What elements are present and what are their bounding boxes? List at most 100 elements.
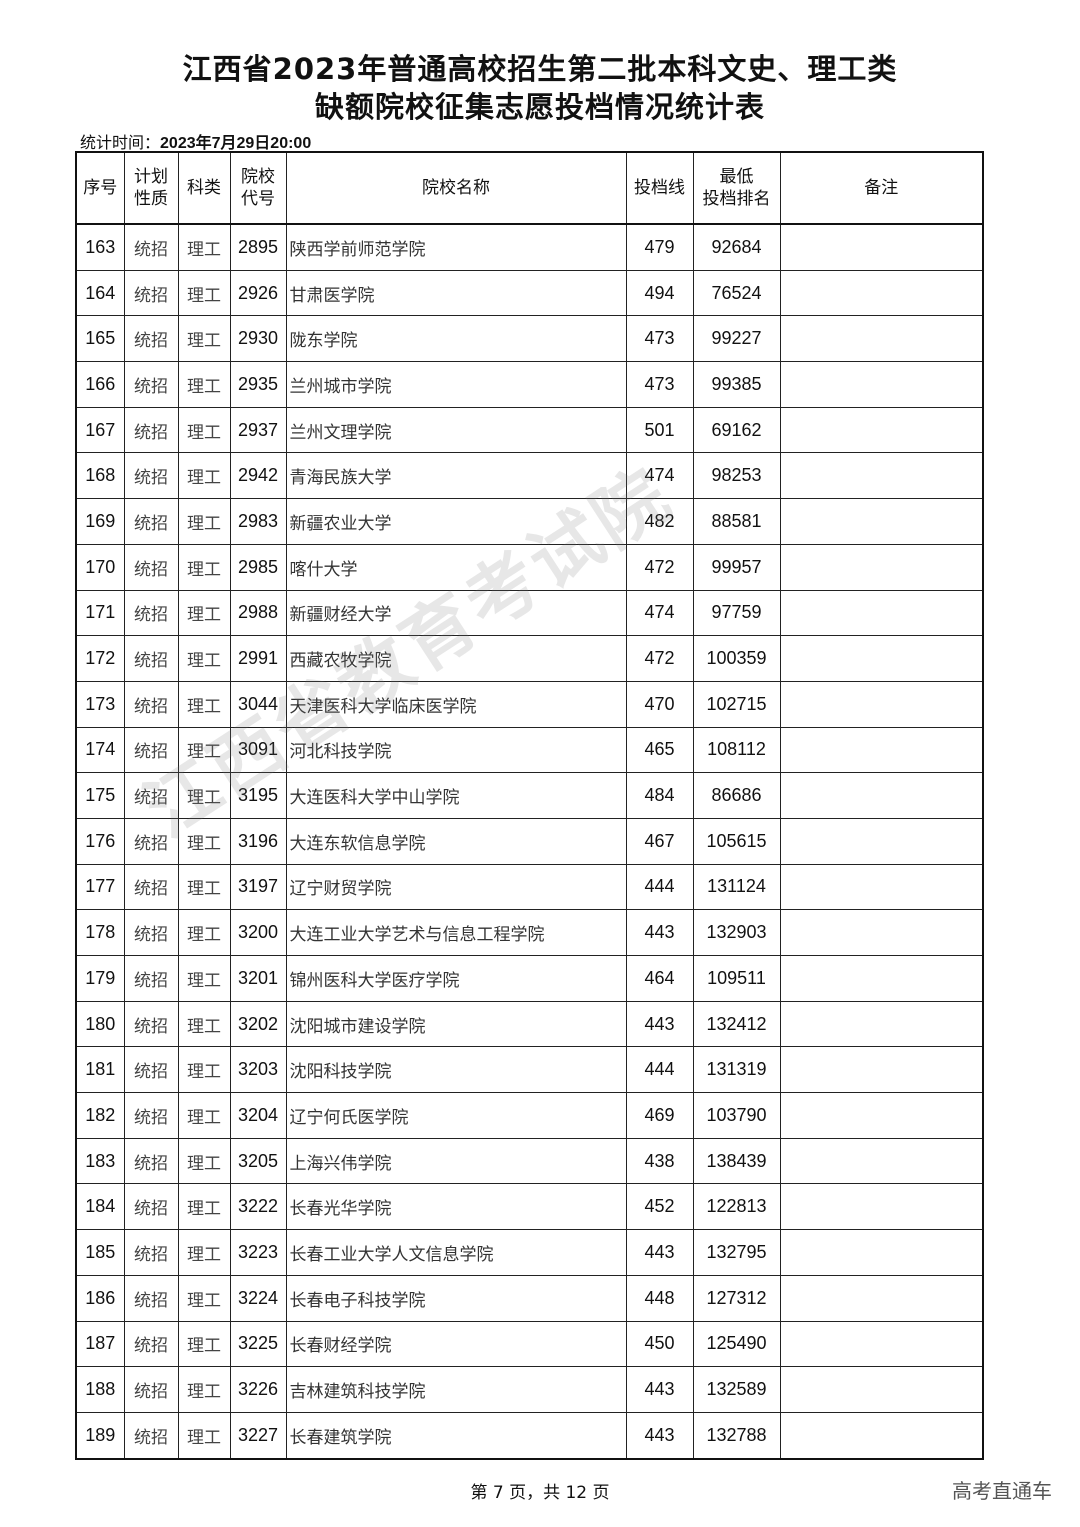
cell-name: 大连东软信息学院 <box>285 817 627 865</box>
cell-category: 理工 <box>177 498 231 545</box>
cell-plan-type: 统招 <box>123 1137 179 1185</box>
cell-category: 理工 <box>177 726 231 774</box>
cell-code: 3197 <box>229 863 287 911</box>
cell-seq: 185 <box>75 1229 125 1276</box>
cell-seq: 172 <box>75 635 125 682</box>
cell-plan-type: 统招 <box>123 452 179 500</box>
cell-name: 大连工业大学艺术与信息工程学院 <box>285 909 627 956</box>
cell-name: 长春电子科技学院 <box>285 1274 627 1322</box>
cell-score: 444 <box>625 863 694 911</box>
cell-remark <box>779 635 984 682</box>
cell-score: 473 <box>625 315 694 363</box>
cell-rank: 92684 <box>692 223 781 271</box>
cell-code: 3227 <box>229 1411 287 1460</box>
table-header: 序号 计划 性质 科类 院校 代号 院校名称 投档线 最低 投档排名 备注 <box>75 151 984 225</box>
cell-name: 大连医科大学中山学院 <box>285 772 627 819</box>
cell-remark <box>779 589 984 637</box>
table-row: 184 统招 理工 3222 长春光华学院 452 122813 <box>75 1183 984 1231</box>
cell-score: 443 <box>625 1229 694 1276</box>
cell-category: 理工 <box>177 863 231 911</box>
cell-plan-type: 统招 <box>123 955 179 1002</box>
cell-rank: 131319 <box>692 1046 781 1094</box>
cell-remark <box>779 1046 984 1094</box>
cell-seq: 173 <box>75 680 125 728</box>
cell-seq: 179 <box>75 955 125 1002</box>
table-row: 188 统招 理工 3226 吉林建筑科技学院 443 132589 <box>75 1366 984 1413</box>
cell-category: 理工 <box>177 1137 231 1185</box>
cell-remark <box>779 406 984 454</box>
cell-remark <box>779 361 984 408</box>
cell-rank: 97759 <box>692 589 781 637</box>
cell-name: 沈阳城市建设学院 <box>285 1000 627 1048</box>
cell-remark <box>779 817 984 865</box>
cell-name: 辽宁何氏医学院 <box>285 1092 627 1139</box>
cell-remark <box>779 1000 984 1048</box>
cell-score: 474 <box>625 589 694 637</box>
cell-rank: 122813 <box>692 1183 781 1231</box>
cell-score: 482 <box>625 498 694 545</box>
cell-category: 理工 <box>177 223 231 271</box>
cell-remark <box>779 772 984 819</box>
table-row: 171 统招 理工 2988 新疆财经大学 474 97759 <box>75 589 984 637</box>
cell-seq: 164 <box>75 269 125 317</box>
cell-plan-type: 统招 <box>123 1046 179 1094</box>
cell-plan-type: 统招 <box>123 361 179 408</box>
cell-plan-type: 统招 <box>123 817 179 865</box>
cell-code: 3201 <box>229 955 287 1002</box>
cell-plan-type: 统招 <box>123 223 179 271</box>
cell-score: 473 <box>625 361 694 408</box>
header-col-code: 院校 代号 <box>229 151 287 225</box>
cell-rank: 105615 <box>692 817 781 865</box>
table-row: 187 统招 理工 3225 长春财经学院 450 125490 <box>75 1320 984 1368</box>
cell-score: 443 <box>625 1411 694 1460</box>
cell-remark <box>779 223 984 271</box>
cell-rank: 138439 <box>692 1137 781 1185</box>
cell-category: 理工 <box>177 1366 231 1413</box>
cell-plan-type: 统招 <box>123 1320 179 1368</box>
table-row: 185 统招 理工 3223 长春工业大学人文信息学院 443 132795 <box>75 1229 984 1276</box>
cell-rank: 132589 <box>692 1366 781 1413</box>
cell-name: 长春光华学院 <box>285 1183 627 1231</box>
cell-code: 3091 <box>229 726 287 774</box>
cell-name: 陕西学前师范学院 <box>285 223 627 271</box>
cell-plan-type: 统招 <box>123 498 179 545</box>
table-row: 177 统招 理工 3197 辽宁财贸学院 444 131124 <box>75 863 984 911</box>
cell-category: 理工 <box>177 315 231 363</box>
table-row: 169 统招 理工 2983 新疆农业大学 482 88581 <box>75 498 984 545</box>
cell-remark <box>779 1092 984 1139</box>
cell-remark <box>779 543 984 591</box>
table-row: 181 统招 理工 3203 沈阳科技学院 444 131319 <box>75 1046 984 1094</box>
cell-seq: 167 <box>75 406 125 454</box>
cell-code: 2985 <box>229 543 287 591</box>
cell-code: 3200 <box>229 909 287 956</box>
cell-code: 3204 <box>229 1092 287 1139</box>
cell-score: 469 <box>625 1092 694 1139</box>
cell-code: 3196 <box>229 817 287 865</box>
cell-remark <box>779 1320 984 1368</box>
cell-category: 理工 <box>177 1320 231 1368</box>
table-row: 167 统招 理工 2937 兰州文理学院 501 69162 <box>75 406 984 454</box>
cell-category: 理工 <box>177 361 231 408</box>
cell-remark <box>779 498 984 545</box>
cell-rank: 88581 <box>692 498 781 545</box>
header-col-remark: 备注 <box>779 151 984 225</box>
cell-name: 辽宁财贸学院 <box>285 863 627 911</box>
header-col-category: 科类 <box>177 151 231 225</box>
cell-plan-type: 统招 <box>123 635 179 682</box>
header-col-score: 投档线 <box>625 151 694 225</box>
cell-category: 理工 <box>177 1229 231 1276</box>
cell-name: 锦州医科大学医疗学院 <box>285 955 627 1002</box>
cell-seq: 187 <box>75 1320 125 1368</box>
cell-score: 443 <box>625 1366 694 1413</box>
cell-seq: 188 <box>75 1366 125 1413</box>
cell-plan-type: 统招 <box>123 726 179 774</box>
cell-remark <box>779 909 984 956</box>
cell-rank: 69162 <box>692 406 781 454</box>
cell-score: 472 <box>625 635 694 682</box>
cell-name: 吉林建筑科技学院 <box>285 1366 627 1413</box>
cell-category: 理工 <box>177 1000 231 1048</box>
cell-remark <box>779 955 984 1002</box>
cell-name: 陇东学院 <box>285 315 627 363</box>
cell-category: 理工 <box>177 1411 231 1460</box>
cell-remark <box>779 726 984 774</box>
